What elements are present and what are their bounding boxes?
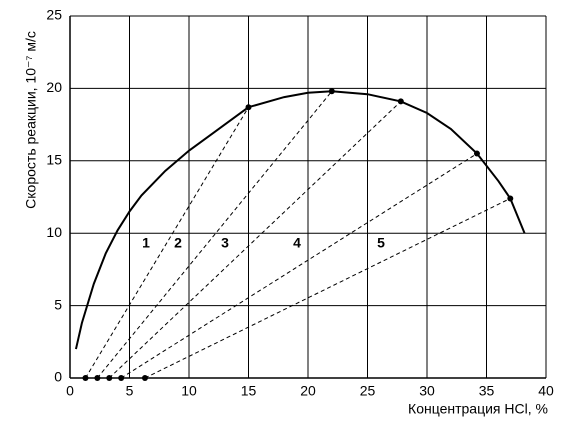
line-label: 4: [293, 235, 301, 251]
point: [106, 375, 113, 381]
x-tick-label: 40: [538, 383, 554, 399]
line-label: 3: [221, 235, 229, 251]
line-label: 1: [142, 235, 150, 251]
x-tick-label: 0: [66, 383, 74, 399]
y-tick-label: 10: [46, 224, 62, 240]
x-axis-label: Концентрация HCl, %: [408, 401, 548, 417]
y-axis-label: Скорость реакции, 10⁻⁷ м/с: [23, 31, 39, 209]
tangent-line: [96, 90, 333, 379]
y-tick-label: 25: [46, 7, 62, 23]
point: [507, 195, 514, 202]
point: [328, 88, 335, 95]
x-tick-label: 15: [241, 383, 257, 399]
x-tick-label: 5: [126, 383, 134, 399]
y-tick-label: 5: [54, 296, 62, 312]
x-tick-label: 30: [419, 383, 435, 399]
point: [141, 375, 148, 381]
tangent-line: [108, 101, 402, 379]
point: [397, 98, 404, 105]
curve: [74, 90, 526, 350]
x-tick-label: 20: [300, 383, 316, 399]
tangent-line: [85, 106, 249, 379]
tangent-line: [120, 153, 478, 379]
point: [82, 375, 89, 381]
y-tick-label: 20: [46, 79, 62, 95]
x-tick-label: 10: [181, 383, 197, 399]
y-tick-label: 0: [54, 369, 62, 385]
x-tick-label: 35: [479, 383, 495, 399]
point: [473, 150, 480, 157]
tangent-line: [144, 197, 511, 379]
line-label: 5: [377, 235, 385, 251]
point: [118, 375, 125, 381]
point: [245, 104, 252, 111]
line-label: 2: [174, 235, 182, 251]
y-tick-label: 15: [46, 152, 62, 168]
point: [94, 375, 101, 381]
x-tick-label: 25: [360, 383, 376, 399]
